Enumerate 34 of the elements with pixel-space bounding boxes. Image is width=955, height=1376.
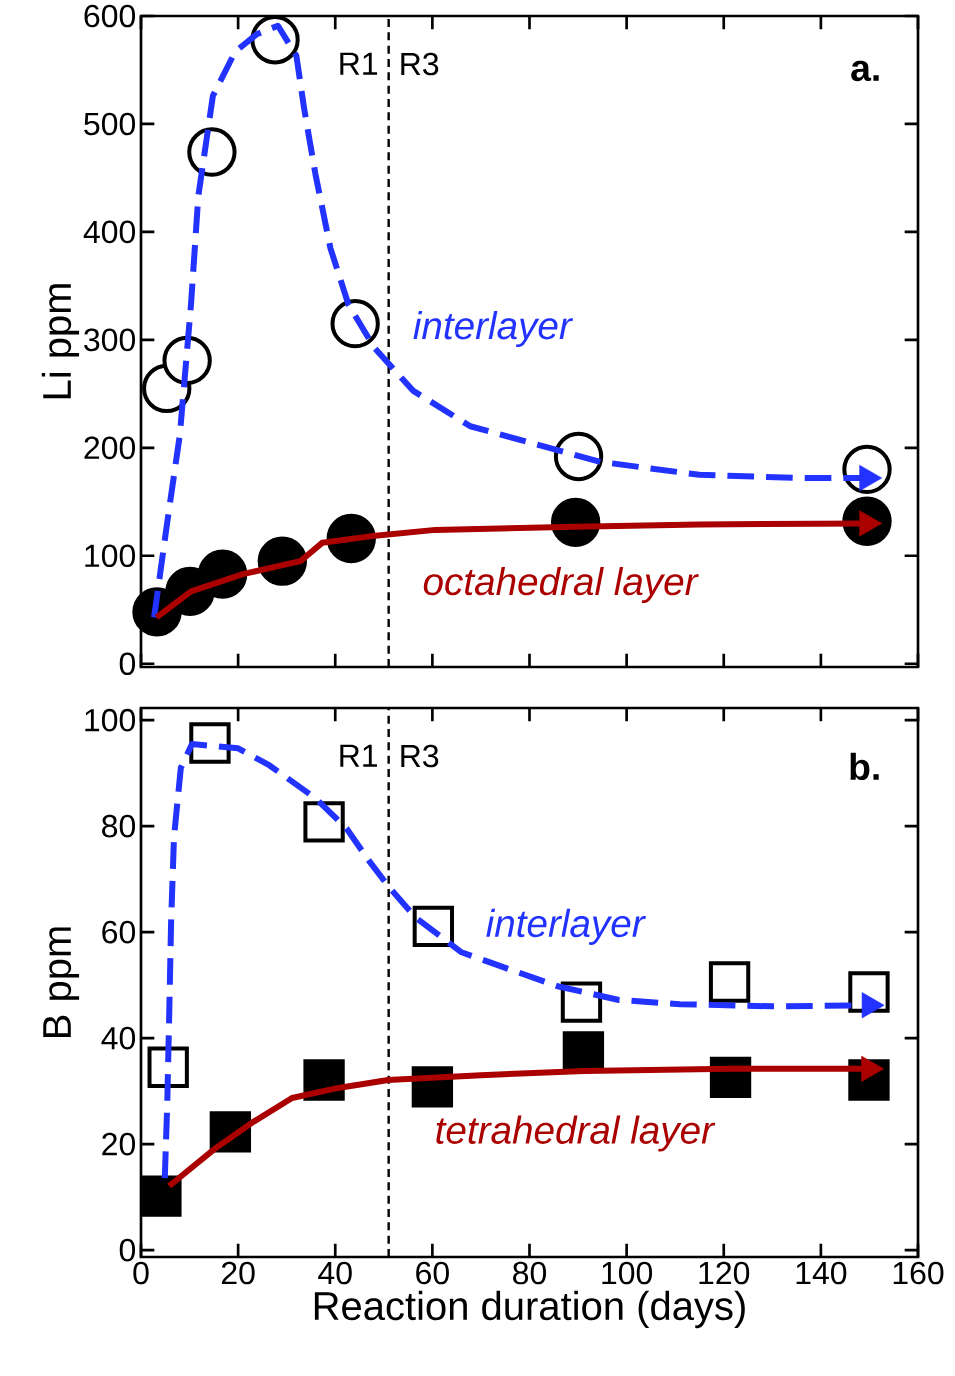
y-tick-label: 80 <box>102 814 136 838</box>
y-tick-label: 600 <box>84 4 136 28</box>
y-tick-label: 40 <box>101 1026 136 1050</box>
y-tick-label: 60 <box>102 920 136 944</box>
annotation: R1 <box>340 52 378 75</box>
annotation: R3 <box>401 52 439 76</box>
y-tick-label: 0 <box>119 652 136 676</box>
y-tick-label: 100 <box>85 544 136 568</box>
x-tick-label: 160 <box>893 1261 944 1285</box>
annotation: R3 <box>401 744 439 768</box>
y-tick-label: 0 <box>119 1238 136 1262</box>
annotation: R1 <box>340 744 378 767</box>
x-tick-label: 100 <box>602 1261 653 1285</box>
y-axis-title: B ppm <box>43 927 80 1038</box>
y-axis-title: Li ppm <box>41 284 80 399</box>
x-tick-label: 120 <box>699 1261 750 1285</box>
series-label: tetrahedral layer <box>436 1115 716 1152</box>
x-tick-label: 20 <box>221 1261 255 1285</box>
y-tick-label: 500 <box>84 112 136 136</box>
series-label: octahedral layer <box>423 566 699 603</box>
x-tick-label: 140 <box>796 1261 847 1285</box>
x-tick-label: 40 <box>318 1261 352 1285</box>
y-tick-label: 20 <box>102 1132 136 1156</box>
text: a. <box>851 60 879 82</box>
y-tick-label: 400 <box>83 220 136 244</box>
y-tick-label: 300 <box>84 328 136 352</box>
y-tick-label: 100 <box>85 708 136 732</box>
x-axis-title: Reaction duration (days) <box>314 1290 745 1329</box>
x-tick-label: 80 <box>513 1261 547 1285</box>
x-tick-label: 60 <box>416 1261 449 1285</box>
series-label: interlayer <box>486 908 646 945</box>
text: b. <box>850 752 879 781</box>
y-tick-label: 200 <box>84 436 136 460</box>
series-label: interlayer <box>413 311 574 348</box>
